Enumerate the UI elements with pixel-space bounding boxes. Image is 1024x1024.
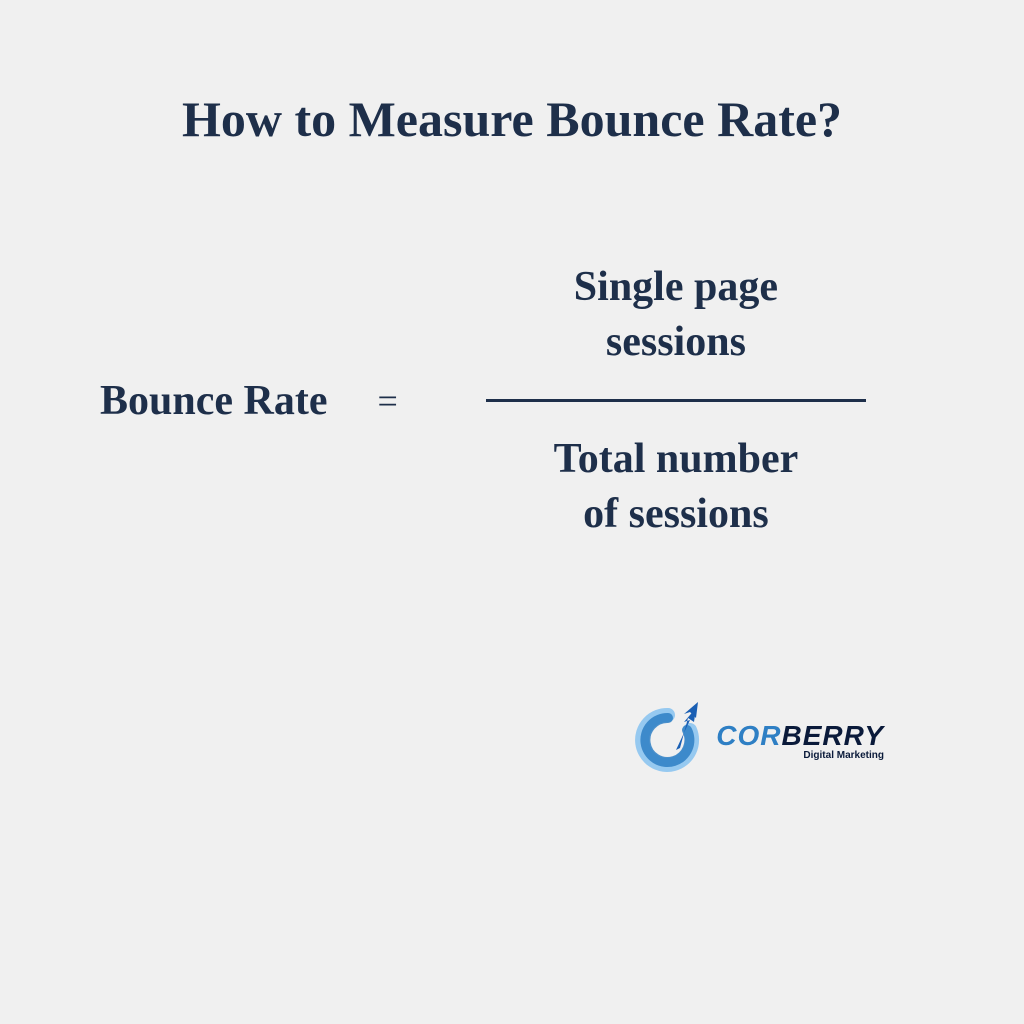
denominator-line2: of sessions <box>583 491 769 537</box>
formula-container: Bounce Rate = Single page sessions Total… <box>100 260 924 541</box>
denominator-line1: Total number <box>554 436 799 482</box>
fraction: Single page sessions Total number of ses… <box>428 260 924 541</box>
equals-sign: = <box>347 380 427 422</box>
logo-icon <box>628 700 708 780</box>
logo-tagline: Digital Marketing <box>716 750 884 761</box>
logo-text-container: CORBERRY Digital Marketing <box>716 720 884 761</box>
page-title: How to Measure Bounce Rate? <box>0 90 1024 148</box>
numerator-line1: Single page <box>574 264 778 310</box>
logo: CORBERRY Digital Marketing <box>628 700 884 780</box>
logo-brand-part1: COR <box>716 720 781 751</box>
formula-label: Bounce Rate <box>100 377 347 425</box>
logo-brand: CORBERRY <box>716 720 884 752</box>
numerator-line2: sessions <box>606 319 746 365</box>
denominator: Total number of sessions <box>554 402 799 541</box>
numerator: Single page sessions <box>574 260 778 399</box>
logo-brand-part2: BERRY <box>781 720 884 751</box>
